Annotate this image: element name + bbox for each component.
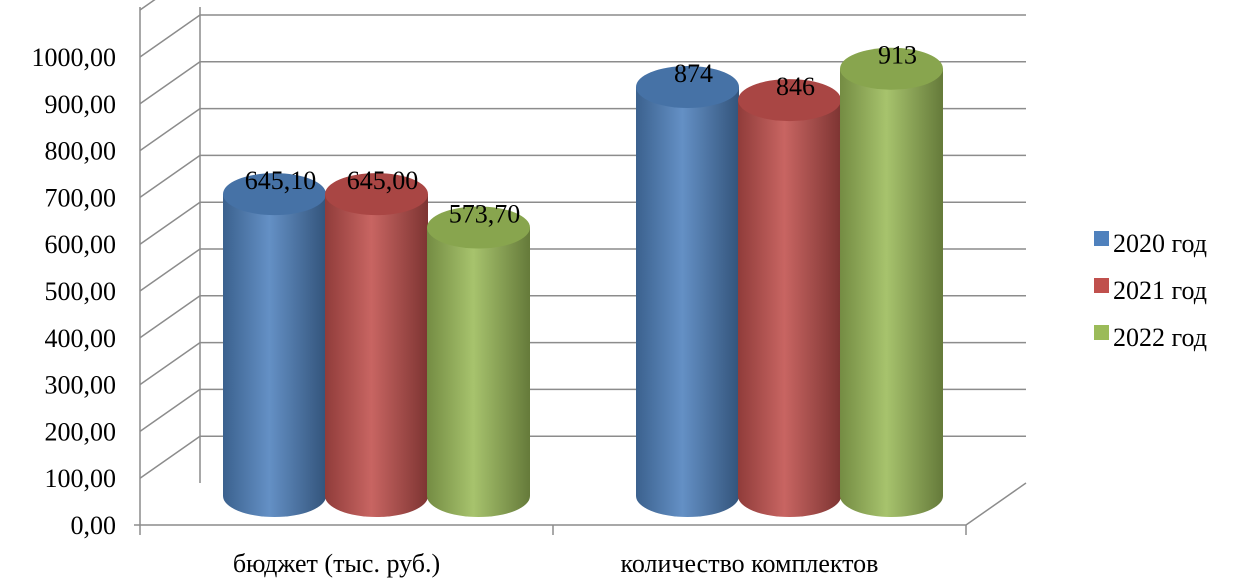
legend-swatch [1094,325,1109,340]
legend-item: 2022 год [1094,323,1207,352]
y-tick-label: 900,00 [45,90,117,119]
y-tick-label: 400,00 [45,324,117,353]
bar [325,173,428,517]
bar-top [325,173,428,216]
y-tick-label: 500,00 [45,277,117,306]
y-tick-label: 1000,00 [32,43,117,72]
legend-item: 2020 год [1094,229,1207,258]
x-axis-categories: бюджет (тыс. руб.) количество комплектов [233,549,879,578]
data-label: 645,00 [347,166,419,195]
bar-top [427,206,530,249]
bar [840,47,943,517]
bar-top [738,79,841,122]
bar-body [325,194,428,517]
data-label: 846 [776,72,815,101]
data-label: 874 [674,59,713,88]
y-tick-label: 300,00 [45,371,117,400]
y-tick-label: 0,00 [71,511,117,540]
bar-body [738,100,841,518]
legend-label: 2020 год [1113,229,1207,258]
bars [223,47,943,518]
legend-label: 2021 год [1113,276,1207,305]
bar-top [223,173,326,216]
bar-body [636,86,739,517]
x-category-label: бюджет (тыс. руб.) [233,549,440,578]
legend-swatch [1094,278,1109,293]
data-label: 573,70 [449,200,521,229]
bar [636,65,739,517]
legend: 2020 год 2021 год 2022 год [1094,229,1207,352]
bar [427,206,530,517]
y-tick-label: 600,00 [45,230,117,259]
data-label: 913 [878,41,917,70]
bar [738,79,841,518]
bar-top [840,47,943,90]
legend-swatch [1094,231,1109,246]
data-label: 645,10 [245,166,317,195]
y-tick-label: 700,00 [45,183,117,212]
y-tick-label: 200,00 [45,417,117,446]
bar-body [223,194,326,517]
back-wall-edges [139,7,201,525]
chart-walls [134,7,1027,535]
y-tick-label: 800,00 [45,137,117,166]
gridline [139,0,156,11]
bar-body [840,68,943,517]
gridline [139,61,1026,105]
legend-label: 2022 год [1113,323,1207,352]
y-axis-ticks: 0,00 100,00 200,00 300,00 400,00 500,00 600,00… [32,43,117,540]
x-category-label: количество комплектов [621,549,879,578]
legend-item: 2021 год [1094,276,1207,305]
bar-body [427,227,530,517]
bar-top [636,65,739,108]
bar [223,173,326,517]
y-tick-label: 100,00 [45,464,117,493]
data-labels: 645,10 645,00 573,70 874 846 913 [245,41,917,229]
gridline [139,14,1026,58]
